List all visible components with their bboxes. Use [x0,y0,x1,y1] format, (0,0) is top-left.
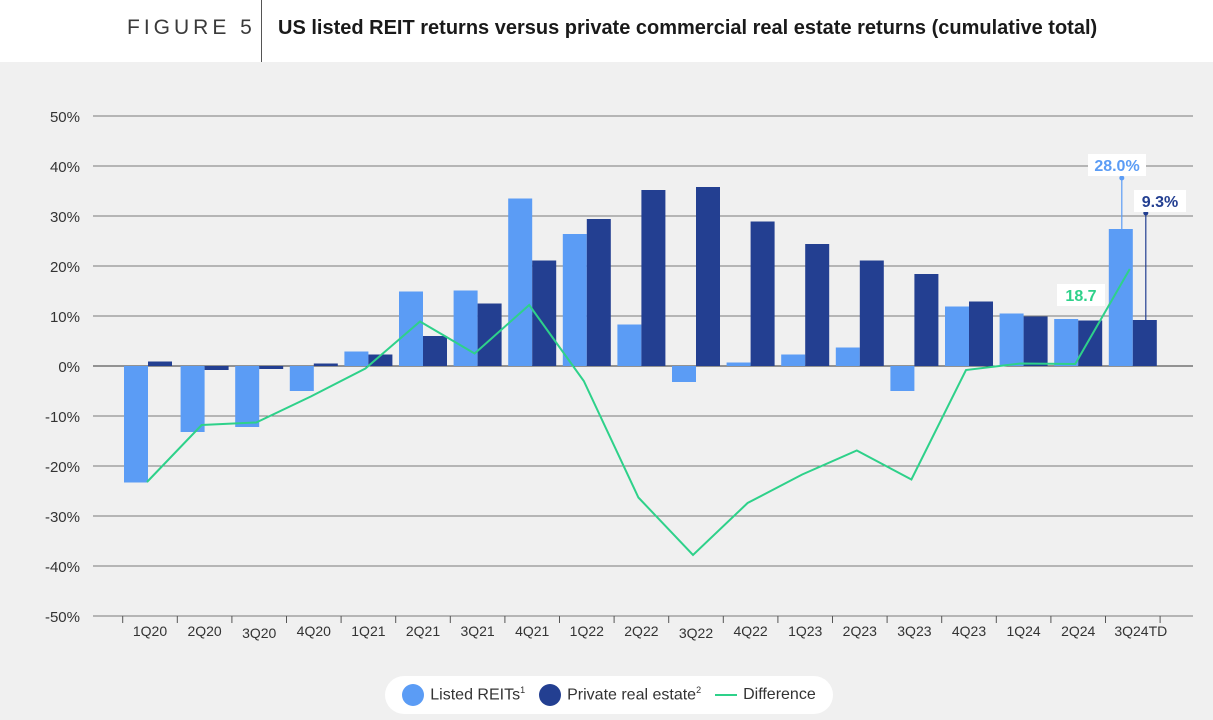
y-tick-label: 10% [50,309,80,326]
x-tick-label: 3Q20 [242,625,276,641]
bar-private-real-estate [1023,316,1048,366]
x-tick-label: 2Q24 [1061,623,1095,639]
bar-private-real-estate [477,303,502,366]
bar-listed-reits [1054,319,1079,366]
bar-listed-reits [562,234,587,366]
bar-listed-reits [999,313,1024,366]
bar-private-real-estate [423,336,447,366]
bar-listed-reits [945,306,969,366]
bar-listed-reits [453,290,478,366]
x-tick-label: 4Q23 [952,623,986,639]
bar-listed-reits [344,351,369,366]
bar-private-real-estate [368,354,393,366]
chart-legend: Listed REITs1 Private real estate2 Diffe… [385,676,833,714]
y-tick-label: 20% [50,259,80,276]
y-tick-label: -10% [45,409,80,426]
annotation-listed-value: 28.0% [1094,158,1139,175]
header-divider [261,0,262,62]
figure-title: US listed REIT returns versus private co… [278,17,1098,39]
x-tick-label: 1Q22 [570,623,604,639]
bar-private-real-estate [1078,320,1103,366]
bar-private-real-estate [859,260,884,366]
bar-listed-reits [235,366,260,427]
legend-item-listed: Listed REITs1 [402,684,525,706]
bar-private-real-estate [1132,320,1157,366]
x-tick-label: 1Q20 [133,623,167,639]
x-tick-label: 1Q23 [788,623,822,639]
legend-swatch-difference [715,694,738,696]
bar-listed-reits [180,366,205,432]
legend-item-difference: Difference [715,686,816,704]
annotation-dot-listed [1119,175,1125,181]
annotation-box-private [1134,190,1186,212]
bar-listed-reits [726,362,751,366]
y-tick-label: 30% [50,209,80,226]
figure-header: FIGURE 5 US listed REIT returns versus p… [0,0,1213,62]
legend-item-private: Private real estate2 [539,684,701,706]
annotation-private-value: 9.3% [1142,194,1178,211]
x-tick-label: 1Q21 [351,623,385,639]
bar-listed-reits [781,354,806,366]
x-tick-label: 3Q21 [460,623,494,639]
x-tick-label: 2Q23 [843,623,877,639]
bar-private-real-estate [148,361,172,366]
y-tick-label: -40% [45,559,80,576]
bar-listed-reits [508,198,533,366]
bar-private-real-estate [750,221,775,366]
bar-listed-reits [617,324,642,366]
x-tick-label: 3Q24TD [1114,623,1167,639]
legend-label-difference: Difference [743,686,816,703]
y-tick-label: 50% [50,109,80,126]
y-tick-label: -30% [45,509,80,526]
bar-listed-reits [124,366,148,483]
x-tick-label: 2Q22 [624,623,658,639]
y-tick-label: 40% [50,159,80,176]
bar-private-real-estate [805,244,830,366]
x-tick-label: 4Q20 [297,623,331,639]
x-tick-label: 3Q23 [897,623,931,639]
bar-private-real-estate [259,366,284,369]
x-tick-label: 2Q20 [187,623,221,639]
y-tick-label: -50% [45,609,80,626]
annotation-difference-value: 18.7 [1065,288,1096,305]
legend-swatch-private [539,684,562,706]
x-tick-label: 1Q24 [1006,623,1040,639]
y-tick-label: -20% [45,459,80,476]
x-tick-label: 2Q21 [406,623,440,639]
bar-private-real-estate [914,274,939,366]
bar-private-real-estate [204,366,229,370]
x-tick-label: 4Q22 [733,623,767,639]
bar-private-real-estate [969,301,993,366]
x-tick-label: 3Q22 [679,625,713,641]
figure-label: FIGURE 5 [127,16,256,39]
legend-label-private: Private real estate2 [567,685,702,704]
bar-listed-reits [835,347,860,366]
bar-private-real-estate [641,190,666,366]
bar-private-real-estate [313,363,338,366]
legend-label-listed: Listed REITs1 [430,685,526,704]
difference-line [146,268,1131,557]
bar-listed-reits [672,366,696,382]
x-tick-label: 4Q21 [515,623,549,639]
bar-listed-reits [289,366,314,391]
bar-private-real-estate [696,187,720,366]
annotation-box-listed [1088,154,1146,176]
y-tick-label: 0% [58,359,80,376]
bar-private-real-estate [586,219,611,366]
bar-listed-reits [890,366,915,391]
legend-swatch-listed [402,684,425,706]
annotation-box-difference [1057,284,1105,306]
